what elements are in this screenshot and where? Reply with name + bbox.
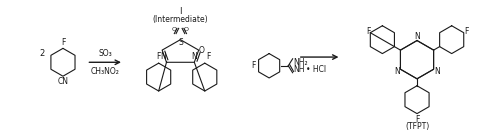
Text: F: F [61,38,65,47]
Text: (TFPT): (TFPT) [405,122,429,131]
Text: (Intermediate): (Intermediate) [152,15,208,24]
Text: N: N [192,51,198,61]
Text: S: S [178,38,183,47]
Text: O: O [184,27,189,32]
Text: I: I [179,7,182,16]
Text: NH: NH [294,65,305,74]
Text: F: F [251,61,255,70]
Text: O: O [172,27,177,32]
Text: F: F [415,115,419,124]
Text: CN: CN [58,77,68,86]
Text: N: N [434,67,440,76]
Text: F: F [206,52,210,61]
Text: N: N [394,67,400,76]
Text: SO₃: SO₃ [98,49,112,58]
Text: N: N [160,51,166,61]
Text: F: F [464,27,468,36]
Text: N: N [414,32,420,41]
Text: F: F [156,52,161,61]
Text: F: F [366,27,370,36]
Text: CH₃NO₂: CH₃NO₂ [90,67,120,76]
Text: 2: 2 [40,49,44,58]
Text: • HCl: • HCl [306,65,326,74]
Text: O: O [198,46,204,55]
Text: NH₂: NH₂ [294,58,308,67]
